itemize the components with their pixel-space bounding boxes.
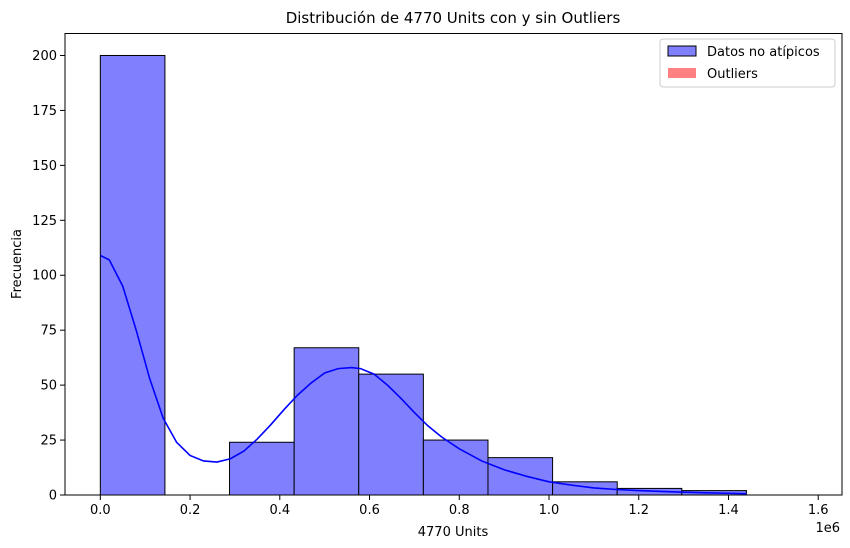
x-tick-label: 0.6 (359, 503, 380, 518)
y-axis-title: Frecuencia (10, 229, 25, 299)
chart-title: Distribución de 4770 Units con y sin Out… (286, 9, 621, 27)
x-tick-label: 0.2 (180, 503, 201, 518)
kde-line (99, 254, 747, 495)
histogram-bar (229, 441, 295, 496)
legend-label-datos-no-atipicos: Datos no atípicos (707, 45, 820, 60)
x-axis-offset-label: 1e6 (815, 521, 840, 536)
x-tick-label: 1.0 (539, 503, 560, 518)
y-tick-label: 25 (40, 434, 57, 449)
legend-swatch-outliers (668, 68, 696, 78)
legend: Datos no atípicos Outliers (659, 38, 836, 88)
histogram-bar (358, 373, 424, 496)
legend-label-outliers: Outliers (707, 67, 758, 82)
x-tick-label: 0.4 (269, 503, 290, 518)
x-axis-ticks: 0.0 0.2 0.4 0.6 0.8 1.0 1.2 1.4 1.6 (90, 495, 829, 518)
y-tick-label: 100 (32, 269, 57, 284)
y-tick-label: 0 (49, 489, 57, 504)
x-axis-title: 4770 Units (418, 525, 489, 540)
y-axis-ticks: 0 25 50 75 100 125 150 175 200 (32, 49, 65, 504)
x-tick-label: 1.2 (628, 503, 649, 518)
histogram-bar (99, 54, 166, 496)
y-tick-label: 50 (40, 379, 57, 394)
x-tick-label: 1.6 (808, 503, 829, 518)
y-tick-label: 175 (32, 104, 57, 119)
plot-frame (64, 33, 843, 496)
y-tick-label: 150 (32, 159, 57, 174)
histogram-bar (422, 439, 489, 496)
y-tick-label: 75 (40, 324, 57, 339)
legend-box (659, 38, 836, 88)
x-tick-label: 0.0 (90, 503, 111, 518)
histogram-bar (487, 457, 554, 496)
x-tick-label: 0.8 (449, 503, 470, 518)
x-tick-label: 1.4 (718, 503, 739, 518)
y-tick-label: 200 (32, 49, 57, 64)
legend-swatch-datos-no-atipicos (667, 45, 697, 57)
y-tick-label: 125 (32, 214, 57, 229)
histogram-bar (293, 347, 360, 496)
